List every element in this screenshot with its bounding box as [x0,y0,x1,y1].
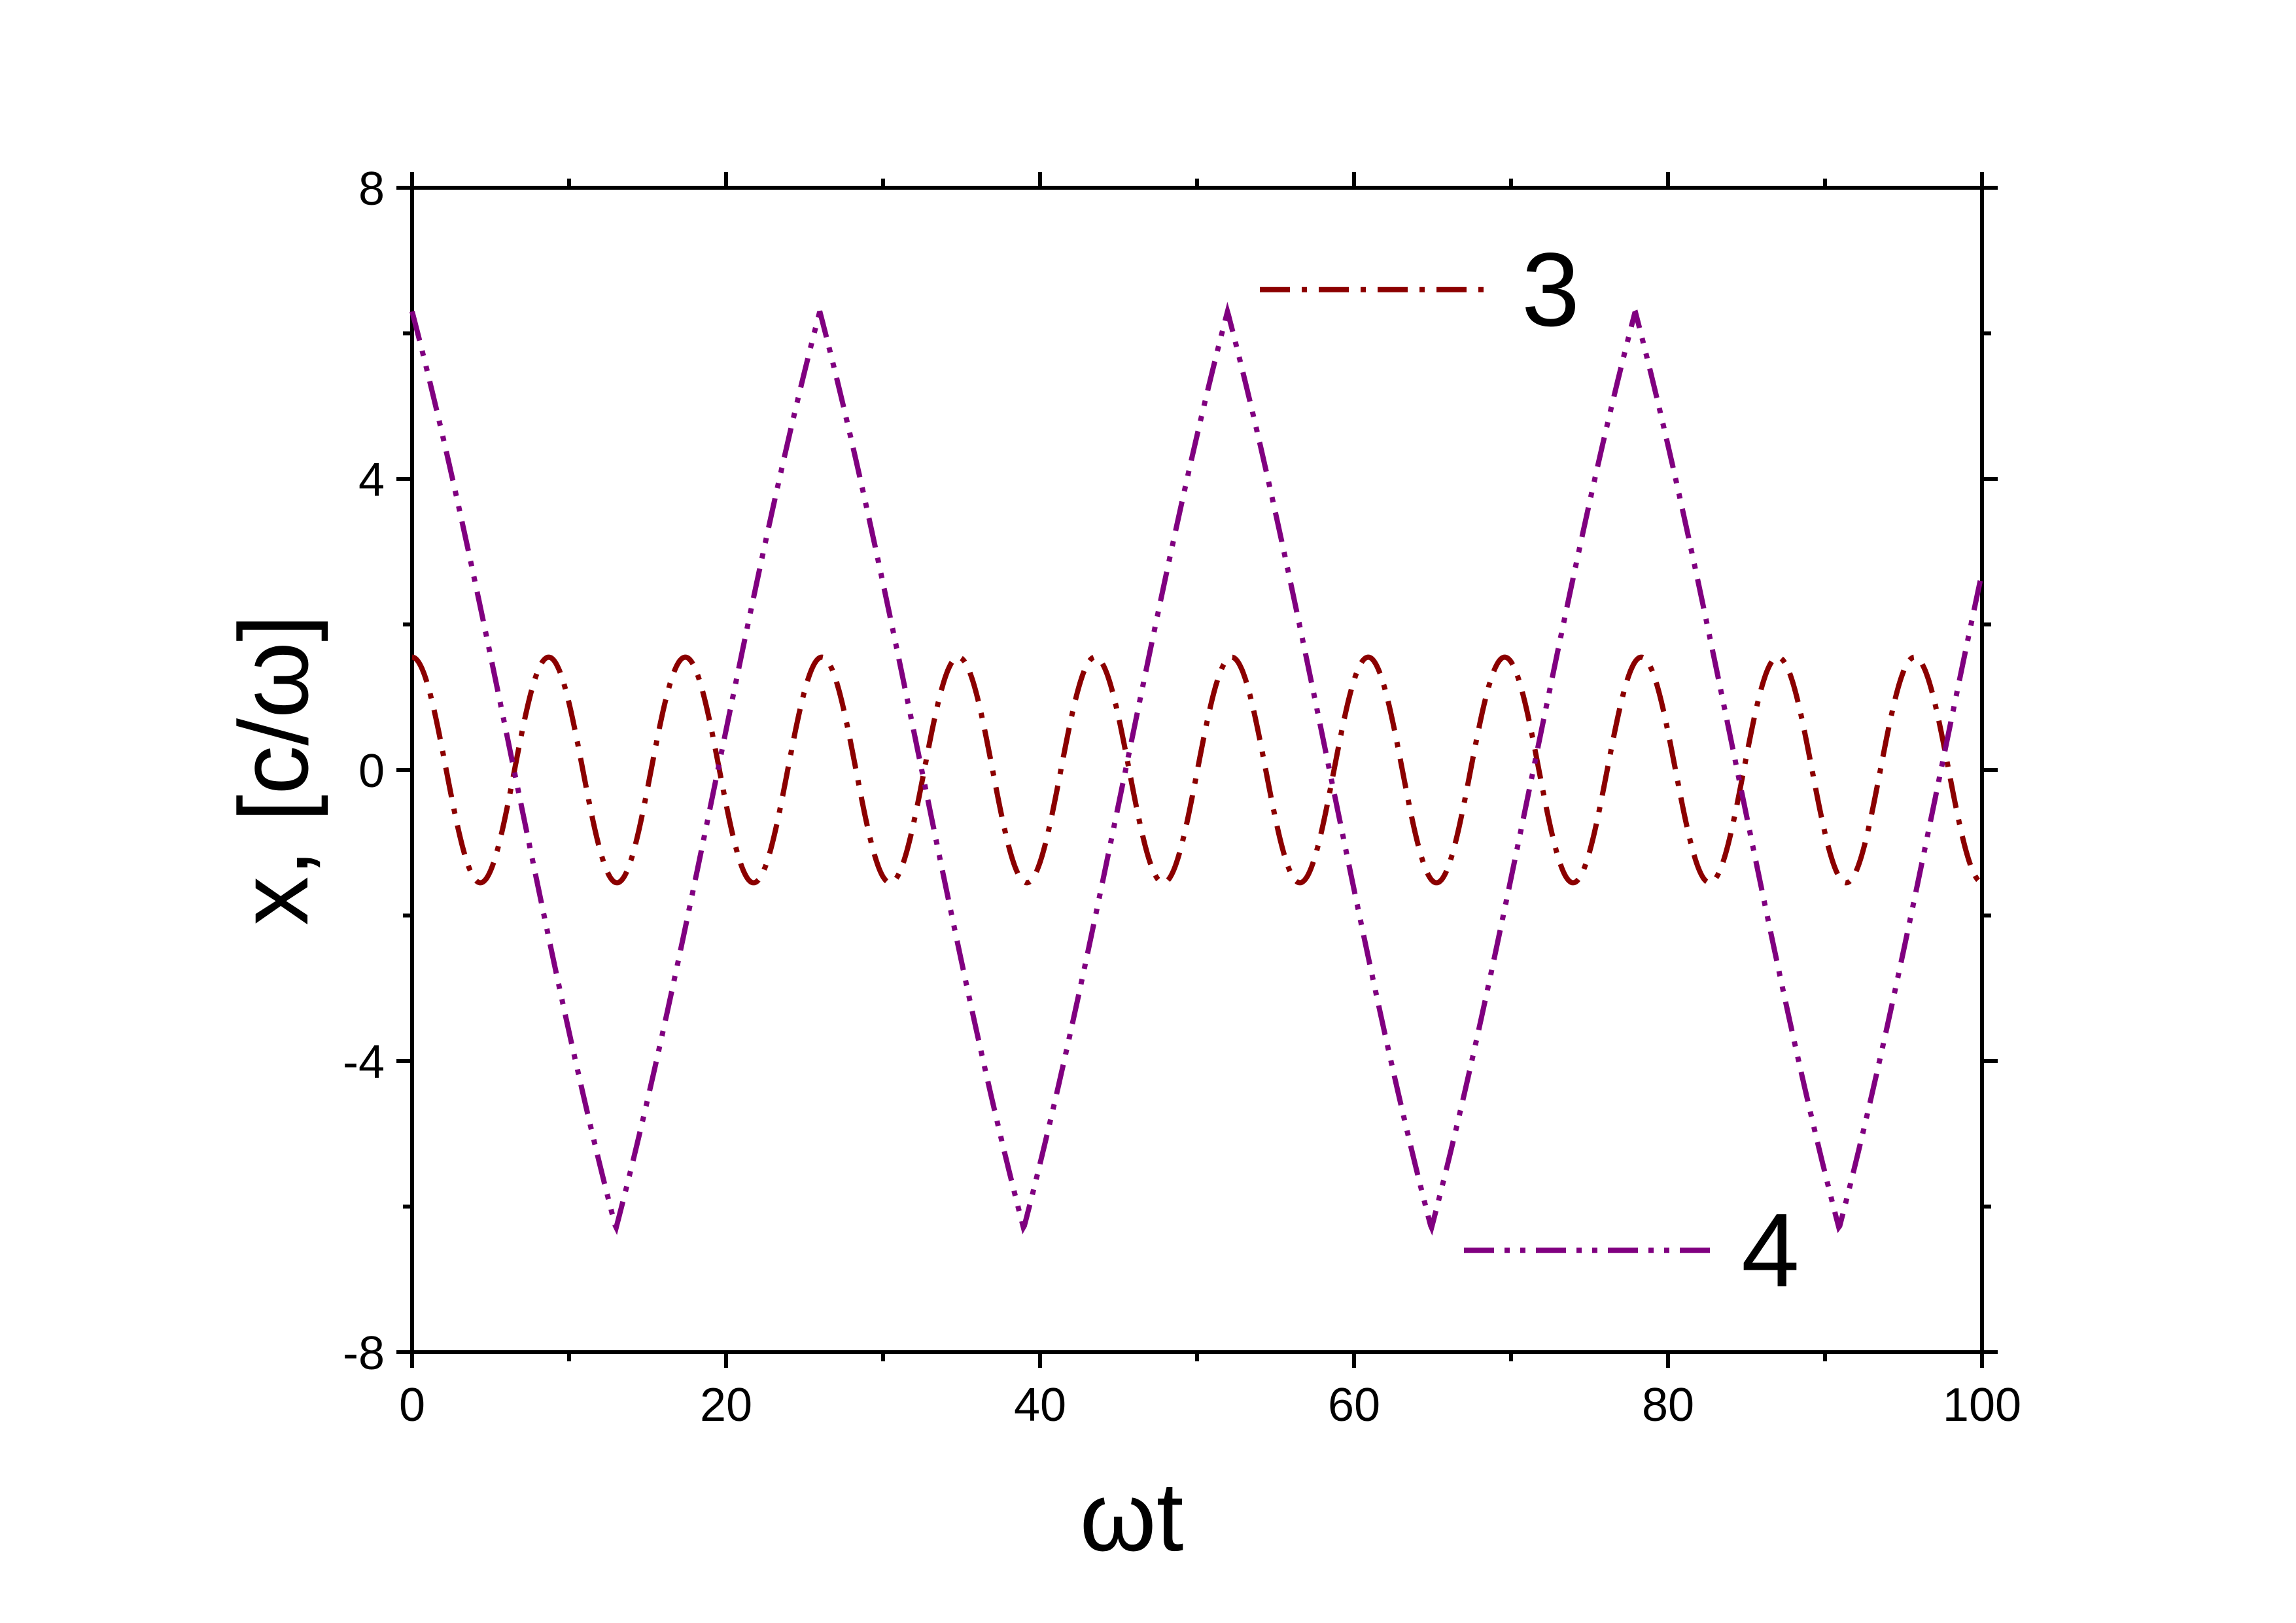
y-axis-title: x, [c/ω] [218,614,328,926]
axis-ticks [396,172,1998,1368]
x-tick-label: 60 [1328,1379,1380,1431]
y-tick-label: -8 [343,1327,385,1380]
plot-frame [410,186,1984,1354]
legend-label-4: 4 [1741,1191,1800,1308]
y-tick-label: 4 [358,454,385,506]
legend: 34 [1260,231,1800,1308]
x-tick-label: 20 [700,1379,752,1431]
series-layer [409,302,1985,1236]
x-tick-label: 80 [1642,1379,1694,1431]
x-tick-label: 0 [399,1379,425,1431]
legend-label-3: 3 [1522,231,1580,348]
series-line-4 [409,302,1985,1236]
x-tick-label: 100 [1943,1379,2021,1431]
x-axis-title: ωt [1080,1461,1184,1571]
x-tick-label: 40 [1014,1379,1066,1431]
y-tick-label: 8 [358,163,385,215]
y-tick-label: 0 [358,745,385,797]
series-line-3 [411,654,1983,886]
y-tick-label: -4 [343,1036,385,1089]
